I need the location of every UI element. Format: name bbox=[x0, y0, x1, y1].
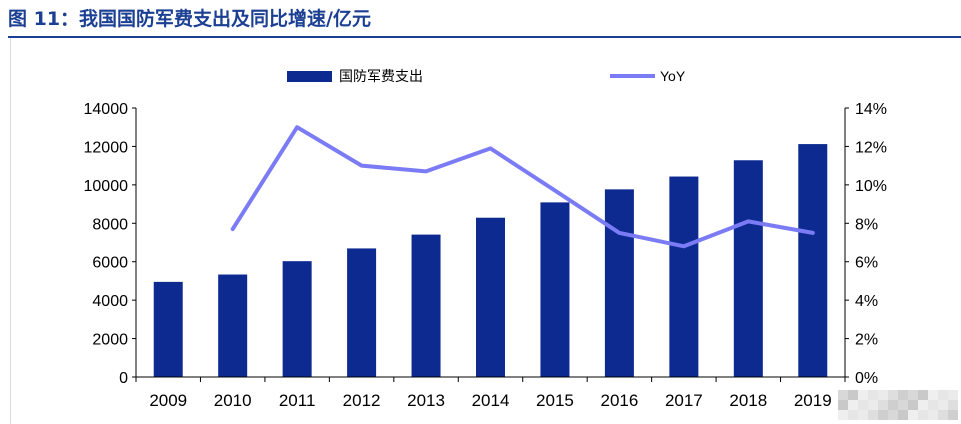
bar-2012 bbox=[347, 248, 377, 377]
mosaic-cell bbox=[918, 410, 928, 420]
right-axis: 0% 2% 4% 6% 8% 10% 12% 14% bbox=[844, 101, 887, 387]
mosaic-cell bbox=[928, 410, 938, 420]
right-tick-label: 14% bbox=[855, 101, 887, 118]
right-tick-label: 12% bbox=[855, 139, 887, 156]
mosaic-cell bbox=[858, 390, 868, 400]
x-tick-label: 2019 bbox=[794, 391, 832, 410]
mosaic-cell bbox=[858, 410, 868, 420]
mosaic-cell bbox=[858, 400, 868, 410]
mosaic-cell bbox=[878, 390, 888, 400]
bar-2011 bbox=[282, 261, 312, 377]
mosaic-cell bbox=[848, 390, 858, 400]
left-tick-label: 12000 bbox=[84, 139, 129, 156]
mosaic-cell bbox=[898, 400, 908, 410]
left-tick-label: 10000 bbox=[84, 178, 129, 195]
x-tick-label: 2014 bbox=[472, 391, 510, 410]
bar-2009 bbox=[153, 281, 183, 377]
left-tick-label: 8000 bbox=[92, 216, 128, 233]
mosaic-cell bbox=[888, 390, 898, 400]
left-tick-label: 2000 bbox=[92, 332, 128, 349]
legend: 国防军费支出 YoY bbox=[287, 68, 686, 84]
mosaic-cell bbox=[938, 390, 948, 400]
bar-2014 bbox=[476, 217, 505, 377]
bar-2016 bbox=[604, 189, 634, 377]
legend-swatch-expenditure bbox=[287, 71, 332, 82]
mosaic-cell bbox=[838, 390, 848, 400]
right-tick-label: 2% bbox=[855, 332, 878, 349]
right-tick-label: 10% bbox=[855, 178, 887, 195]
mosaic-cell bbox=[928, 390, 938, 400]
x-axis bbox=[135, 376, 846, 382]
mosaic-cell bbox=[838, 400, 848, 410]
title-divider bbox=[8, 36, 961, 38]
bar-2015 bbox=[540, 202, 570, 377]
mosaic-cell bbox=[888, 410, 898, 420]
mosaic-cell bbox=[918, 390, 928, 400]
mosaic-cell bbox=[848, 410, 858, 420]
right-tick-label: 0% bbox=[855, 370, 878, 387]
bar-2010 bbox=[218, 274, 248, 377]
figure-title: 图 11：我国国防军费支出及同比增速/亿元 bbox=[8, 8, 371, 30]
x-tick-label: 2009 bbox=[149, 391, 187, 410]
mosaic-cell bbox=[918, 400, 928, 410]
legend-label-yoy: YoY bbox=[660, 68, 686, 84]
mosaic-cell bbox=[888, 400, 898, 410]
x-tick-label: 2010 bbox=[214, 391, 252, 410]
bar-2018 bbox=[733, 160, 763, 377]
mosaic-cell bbox=[868, 400, 878, 410]
mosaic-cell bbox=[938, 410, 948, 420]
mosaic-cell bbox=[928, 400, 938, 410]
x-tick-label: 2018 bbox=[729, 391, 767, 410]
left-tick-label: 4000 bbox=[92, 293, 128, 310]
left-tick-label: 6000 bbox=[92, 255, 128, 272]
legend-label-expenditure: 国防军费支出 bbox=[339, 68, 423, 84]
yoy-line bbox=[230, 125, 815, 249]
right-tick-label: 4% bbox=[855, 293, 878, 310]
mosaic-cell bbox=[898, 390, 908, 400]
mosaic-cell bbox=[898, 410, 908, 420]
mosaic-cell bbox=[878, 410, 888, 420]
line-series bbox=[230, 125, 815, 249]
mosaic-cell bbox=[908, 390, 918, 400]
x-tick-labels: 2009 2010 2011 2012 2013 2014 2015 2016 2017 2018… bbox=[149, 391, 831, 410]
x-tick-label: 2015 bbox=[536, 391, 574, 410]
bar-series bbox=[153, 144, 828, 377]
x-tick-label: 2011 bbox=[279, 391, 316, 410]
mosaic-cell bbox=[908, 400, 918, 410]
mosaic-cell bbox=[878, 400, 888, 410]
mosaic-cell bbox=[948, 410, 958, 420]
mosaic-cell bbox=[908, 410, 918, 420]
mosaic-cell bbox=[838, 410, 848, 420]
left-tick-label: 0 bbox=[119, 370, 128, 387]
mosaic-cell bbox=[848, 400, 858, 410]
mosaic-cell bbox=[938, 400, 948, 410]
x-tick-label: 2013 bbox=[407, 391, 445, 410]
mosaic-cell bbox=[948, 400, 958, 410]
left-axis: 0 2000 4000 6000 8000 10000 12000 14000 bbox=[84, 101, 137, 387]
bar-2017 bbox=[669, 176, 699, 377]
x-tick-label: 2017 bbox=[665, 391, 703, 410]
watermark-mosaic bbox=[838, 390, 958, 420]
bar-2019 bbox=[798, 144, 828, 377]
mosaic-cell bbox=[868, 390, 878, 400]
left-tick-label: 14000 bbox=[84, 101, 129, 118]
left-border-line bbox=[10, 38, 11, 424]
mosaic-cell bbox=[868, 410, 878, 420]
x-tick-label: 2012 bbox=[343, 391, 381, 410]
x-tick-label: 2016 bbox=[600, 391, 638, 410]
right-tick-label: 6% bbox=[855, 255, 878, 272]
right-tick-label: 8% bbox=[855, 216, 878, 233]
mosaic-cell bbox=[948, 390, 958, 400]
bar-2013 bbox=[411, 234, 441, 377]
